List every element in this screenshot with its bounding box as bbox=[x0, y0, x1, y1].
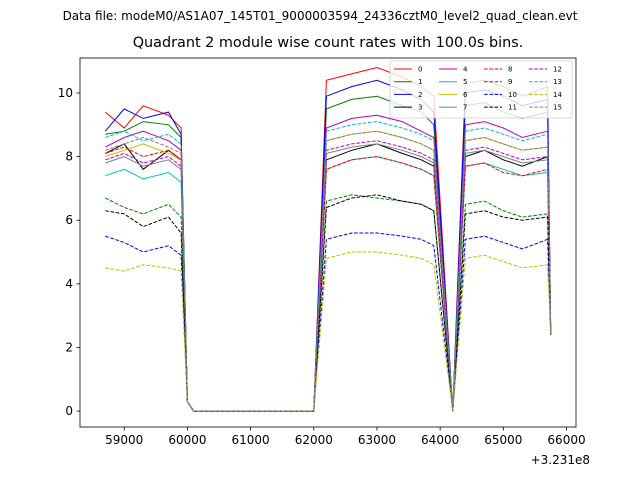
x-tick-label: 66000 bbox=[547, 433, 585, 447]
series-line-14 bbox=[105, 251, 552, 412]
series-line-2 bbox=[104, 79, 552, 412]
series-line-15 bbox=[105, 130, 552, 412]
y-tick-label: 4 bbox=[65, 277, 73, 291]
legend-label-2: 2 bbox=[418, 91, 422, 99]
x-tick-label: 64000 bbox=[421, 433, 459, 447]
legend-label-11: 11 bbox=[508, 104, 517, 112]
series-line-8 bbox=[105, 146, 552, 412]
chart-title: Quadrant 2 module wise count rates with … bbox=[132, 35, 524, 51]
series-line-11 bbox=[105, 194, 552, 412]
legend-label-5: 5 bbox=[463, 78, 467, 86]
x-tick-label: 63000 bbox=[358, 433, 396, 447]
series-group bbox=[104, 66, 552, 412]
y-tick-label: 10 bbox=[58, 86, 73, 100]
y-tick-label: 2 bbox=[65, 340, 73, 354]
chart-suptitle: Data file: modeM0/AS1A07_145T01_90000035… bbox=[62, 9, 578, 23]
legend-label-0: 0 bbox=[418, 66, 422, 74]
legend-label-3: 3 bbox=[418, 104, 422, 112]
legend-label-13: 13 bbox=[553, 78, 562, 86]
y-tick-label: 0 bbox=[65, 404, 73, 418]
legend-label-7: 7 bbox=[463, 104, 467, 112]
plot-frame bbox=[79, 57, 577, 428]
x-tick-label: 60000 bbox=[168, 433, 206, 447]
legend-box bbox=[389, 60, 573, 119]
legend-label-8: 8 bbox=[508, 66, 512, 74]
series-line-5 bbox=[105, 156, 552, 412]
x-axis-offset-label: +3.231e8 bbox=[530, 453, 590, 467]
series-line-10 bbox=[105, 232, 552, 412]
legend-label-9: 9 bbox=[508, 78, 512, 86]
series-line-7 bbox=[105, 143, 552, 412]
y-tick-label: 8 bbox=[65, 150, 73, 164]
series-line-6 bbox=[105, 130, 552, 412]
x-tick-label: 65000 bbox=[484, 433, 522, 447]
x-tick-label: 62000 bbox=[295, 433, 333, 447]
legend-label-1: 1 bbox=[418, 78, 422, 86]
x-tick-label: 59000 bbox=[105, 433, 143, 447]
legend-label-12: 12 bbox=[553, 66, 562, 74]
series-line-4 bbox=[105, 114, 552, 412]
series-line-3 bbox=[105, 143, 552, 412]
legend-label-4: 4 bbox=[463, 66, 468, 74]
legend-label-6: 6 bbox=[463, 91, 468, 99]
legend-label-15: 15 bbox=[553, 104, 562, 112]
y-tick-label: 6 bbox=[65, 213, 73, 227]
legend-label-10: 10 bbox=[508, 91, 517, 99]
x-tick-label: 61000 bbox=[232, 433, 270, 447]
series-line-9 bbox=[105, 194, 552, 412]
series-line-12 bbox=[105, 140, 552, 412]
series-line-13 bbox=[105, 121, 552, 412]
legend-label-14: 14 bbox=[553, 91, 562, 99]
